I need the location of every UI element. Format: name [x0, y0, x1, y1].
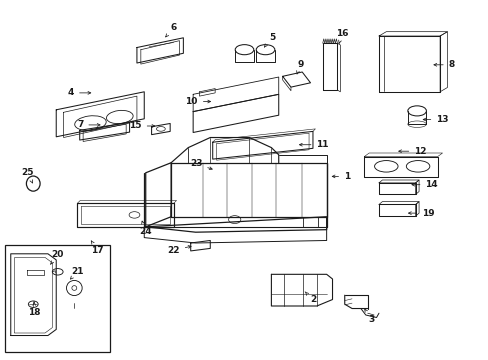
Text: 10: 10 — [185, 97, 210, 106]
Text: 13: 13 — [422, 115, 448, 124]
Text: 5: 5 — [264, 33, 274, 47]
Text: 9: 9 — [296, 60, 303, 74]
Text: 8: 8 — [433, 60, 454, 69]
Text: 15: 15 — [129, 122, 155, 130]
Text: 3: 3 — [364, 309, 374, 324]
Text: 25: 25 — [21, 168, 34, 183]
Text: 14: 14 — [411, 180, 437, 189]
Text: 6: 6 — [165, 23, 176, 37]
Text: 12: 12 — [398, 147, 426, 156]
Text: 11: 11 — [299, 140, 328, 149]
Text: 23: 23 — [189, 159, 212, 170]
Text: 20: 20 — [51, 250, 64, 264]
Text: 7: 7 — [77, 120, 100, 129]
Text: 2: 2 — [305, 292, 315, 304]
Text: 19: 19 — [407, 209, 434, 217]
Text: 17: 17 — [91, 241, 104, 255]
Text: 21: 21 — [70, 267, 83, 279]
Text: 24: 24 — [139, 221, 152, 236]
Text: 4: 4 — [67, 88, 91, 97]
Text: 16: 16 — [335, 29, 348, 43]
Bar — [5, 245, 110, 352]
Text: 1: 1 — [331, 172, 349, 181]
Text: 22: 22 — [167, 246, 191, 255]
Text: 18: 18 — [28, 302, 41, 317]
